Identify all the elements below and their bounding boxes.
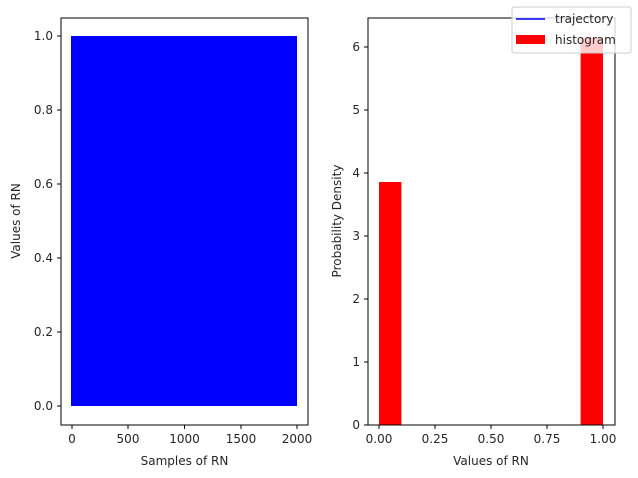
x-tick-label: 0.50 <box>478 432 505 446</box>
y-tick-label: 2 <box>352 292 360 306</box>
y-tick-label: 0.8 <box>34 103 53 117</box>
trajectory-line <box>71 36 297 406</box>
y-tick-label: 1 <box>352 355 360 369</box>
legend: trajectory histogram <box>511 6 632 54</box>
y-tick-label: 0.6 <box>34 177 53 191</box>
left-x-tick-labels: 0 500 1000 1500 2000 <box>68 432 312 446</box>
left-plot: 0.0 0.2 0.4 0.6 0.8 1.0 0 500 1000 1500 … <box>9 17 312 468</box>
y-tick-label: 4 <box>352 166 360 180</box>
y-tick-label: 0 <box>352 418 360 432</box>
x-tick-label: 0.00 <box>366 432 393 446</box>
y-tick-label: 5 <box>352 103 360 117</box>
histogram-bar-1 <box>580 38 603 425</box>
right-axes-frame <box>367 17 616 426</box>
x-tick-label: 500 <box>117 432 140 446</box>
y-tick-label: 6 <box>352 40 360 54</box>
x-tick-label: 1000 <box>169 432 200 446</box>
left-y-tick-labels: 0.0 0.2 0.4 0.6 0.8 1.0 <box>34 29 53 413</box>
right-x-ticks <box>378 425 604 429</box>
right-x-tick-labels: 0.00 0.25 0.50 0.75 1.00 <box>366 432 617 446</box>
y-tick-label: 3 <box>352 229 360 243</box>
x-tick-label: 0.75 <box>534 432 561 446</box>
right-y-tick-labels: 0 1 2 3 4 5 6 <box>352 40 360 432</box>
left-y-ticks <box>57 35 61 407</box>
right-y-ticks <box>364 46 368 426</box>
x-tick-label: 2000 <box>282 432 313 446</box>
y-tick-label: 0.2 <box>34 325 53 339</box>
y-tick-label: 1.0 <box>34 29 53 43</box>
right-y-axis-label: Probability Density <box>330 165 344 278</box>
histogram-legend-swatch <box>516 35 545 44</box>
legend-label-histogram: histogram <box>555 33 616 47</box>
x-tick-label: 1500 <box>226 432 257 446</box>
x-tick-label: 0.25 <box>422 432 449 446</box>
y-tick-label: 0.0 <box>34 399 53 413</box>
histogram-bar-0 <box>379 182 402 425</box>
left-x-ticks <box>71 425 298 429</box>
y-tick-label: 0.4 <box>34 251 53 265</box>
left-y-axis-label: Values of RN <box>9 183 23 259</box>
x-tick-label: 1.00 <box>590 432 617 446</box>
legend-label-trajectory: trajectory <box>555 12 613 26</box>
right-plot: 0 1 2 3 4 5 6 0.00 0.25 0.50 0.75 1.00 V… <box>330 17 617 468</box>
left-x-axis-label: Samples of RN <box>141 454 229 468</box>
x-tick-label: 0 <box>68 432 76 446</box>
right-x-axis-label: Values of RN <box>453 454 529 468</box>
